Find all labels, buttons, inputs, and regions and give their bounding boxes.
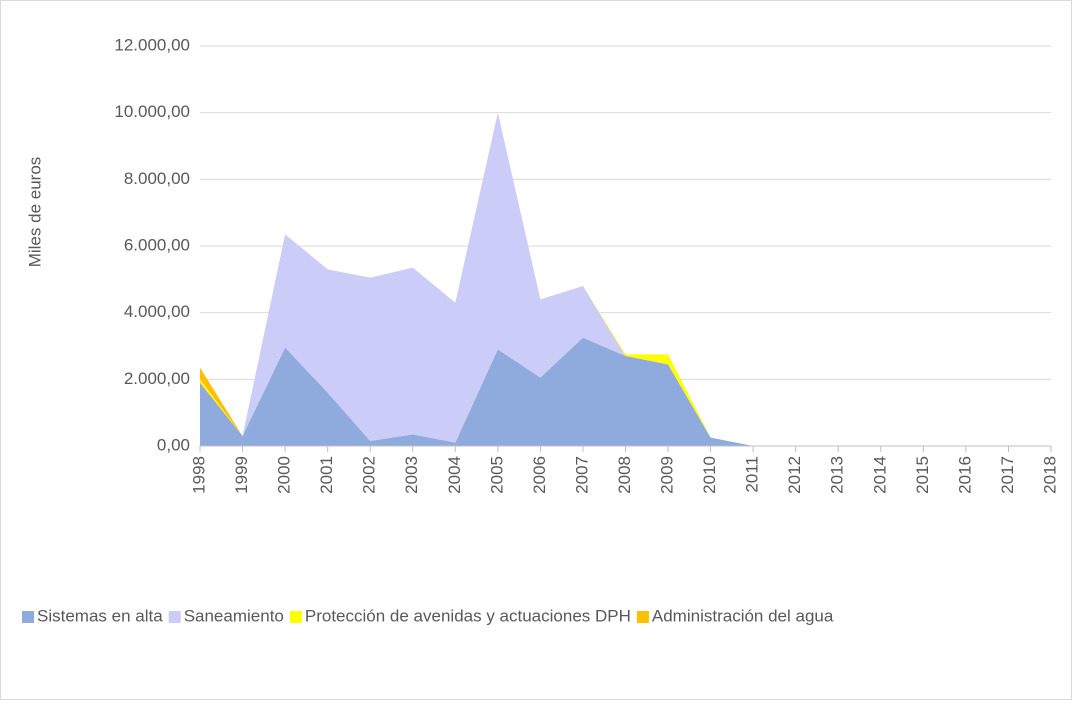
y-tick-label: 8.000,00 xyxy=(124,169,190,188)
x-tick-label: 2014 xyxy=(870,456,889,494)
x-tick-label: 2009 xyxy=(658,456,677,494)
legend-swatch xyxy=(22,611,34,623)
x-tick-label: 2011 xyxy=(743,456,762,493)
y-tick-label: 4.000,00 xyxy=(124,302,190,321)
y-axis-label: Miles de euros xyxy=(25,157,44,268)
x-tick-label: 2012 xyxy=(785,456,804,494)
y-tick-label: 2.000,00 xyxy=(124,369,190,388)
x-tick-label: 2015 xyxy=(913,456,932,494)
x-tick-label: 2010 xyxy=(700,456,719,494)
y-tick-label: 12.000,00 xyxy=(114,35,190,54)
legend-swatch xyxy=(168,611,181,623)
legend-label: Sistemas en alta xyxy=(37,606,163,625)
x-tick-label: 1999 xyxy=(232,456,251,494)
x-tick-label: 2008 xyxy=(615,456,634,494)
x-tick-label: 2004 xyxy=(445,456,464,494)
x-tick-label: 2018 xyxy=(1040,456,1059,494)
legend-swatch xyxy=(636,611,649,623)
x-tick-label: 2017 xyxy=(998,456,1017,494)
area xyxy=(200,337,1051,446)
x-tick-label: 2013 xyxy=(828,456,847,494)
y-tick-label: 6.000,00 xyxy=(124,235,190,254)
x-tick-label: 2003 xyxy=(402,456,421,494)
legend-label: Protección de avenidas y actuaciones DPH xyxy=(305,606,631,625)
legend-label: Administración del agua xyxy=(652,606,834,625)
x-tick-label: 2007 xyxy=(572,456,591,494)
x-tick-label: 2005 xyxy=(487,456,506,494)
x-tick-label: 2002 xyxy=(360,456,379,494)
x-tick-label: 2000 xyxy=(275,456,294,494)
x-tick-label: 2001 xyxy=(317,456,336,494)
x-tick-label: 1998 xyxy=(189,456,208,494)
x-tick-label: 2006 xyxy=(530,456,549,494)
y-tick-label: 10.000,00 xyxy=(114,102,190,121)
legend-swatch xyxy=(289,611,302,623)
x-tick-label: 2016 xyxy=(955,456,974,494)
legend-label: Saneamiento xyxy=(184,606,284,625)
y-tick-label: 0,00 xyxy=(157,435,190,454)
area xyxy=(200,112,1051,447)
